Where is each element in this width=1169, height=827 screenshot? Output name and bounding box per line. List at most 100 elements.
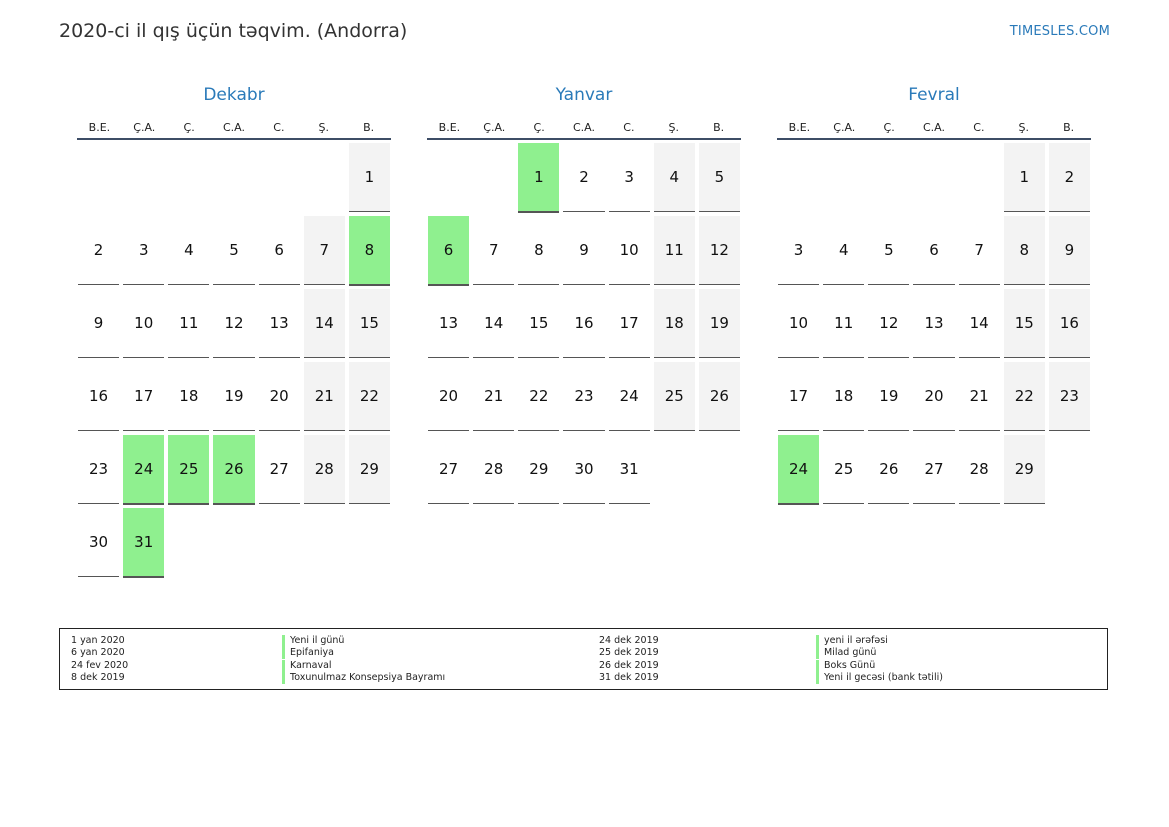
weekend-day-cell: 14 (303, 289, 345, 358)
legend-holiday-name: Toxunulmaz Konsepsiya Bayramı (282, 672, 445, 685)
weekday-label: Ç.A. (133, 121, 156, 134)
day-cell: 27 (913, 435, 955, 504)
weekday-label: B. (1063, 121, 1075, 134)
empty-cell (304, 508, 345, 576)
empty-cell (699, 435, 740, 503)
day-cell: 10 (778, 289, 820, 358)
weekday-label: Ç. (883, 121, 895, 134)
weekend-day-cell: 15 (1003, 289, 1045, 358)
empty-cell (959, 143, 1000, 211)
empty-cell (778, 143, 819, 211)
weekday-label: Ş. (318, 121, 329, 134)
week-row: 9 10 11 12 13 14 15 (76, 289, 392, 362)
day-cell: 30 (78, 508, 120, 577)
weekend-day-cell: 29 (348, 435, 390, 504)
day-cell: 3 (608, 143, 650, 212)
legend-date: 6 yan 2020 (71, 647, 125, 658)
legend-date: 31 dek 2019 (599, 672, 659, 683)
weekday-label: C. (973, 121, 985, 134)
day-cell: 14 (473, 289, 515, 358)
page-title: 2020-ci il qış üçün təqvim. (Andorra) (59, 20, 408, 42)
weekend-day-cell: 22 (1003, 362, 1045, 431)
day-cell: 28 (958, 435, 1000, 504)
day-cell: 21 (473, 362, 515, 431)
weekday-label: B.E. (438, 121, 461, 134)
day-cell: 20 (258, 362, 300, 431)
day-cell: 7 (958, 216, 1000, 285)
brand-link[interactable]: TIMESLES.COM (1009, 24, 1110, 39)
weekday-label: C.A. (223, 121, 246, 134)
day-cell: 5 (213, 216, 255, 285)
empty-cell (913, 143, 954, 211)
day-cell: 9 (78, 289, 120, 358)
day-grid: 1 2 3 4 5 6 7 8 9 10 11 12 13 14 15 16 17 18 19 20 21 22 23 24 2… (776, 143, 1092, 508)
day-cell: 20 (428, 362, 470, 431)
day-cell: 9 (563, 216, 605, 285)
day-cell: 29 (518, 435, 560, 504)
weekday-label: B.E. (788, 121, 811, 134)
day-cell: 16 (78, 362, 120, 431)
weekend-day-cell: 11 (653, 216, 695, 285)
week-row: 20 21 22 23 24 25 26 (426, 362, 742, 435)
holiday-legend: 1 yan 2020 Yeni il günü 6 yan 2020 Epifa… (59, 628, 1108, 690)
holiday-day-cell: 25 (168, 435, 210, 505)
legend-holiday-name: Milad günü (816, 647, 876, 660)
weekend-day-cell: 16 (1048, 289, 1090, 358)
weekend-day-cell: 1 (348, 143, 390, 212)
weekday-label: C.A. (923, 121, 946, 134)
weekend-day-cell: 28 (303, 435, 345, 504)
holiday-day-cell: 8 (348, 216, 390, 286)
holiday-day-cell: 24 (123, 435, 165, 505)
empty-cell (259, 143, 300, 211)
day-cell: 12 (868, 289, 910, 358)
holiday-day-cell: 6 (428, 216, 470, 286)
weekday-label: Ç.A. (833, 121, 856, 134)
day-cell: 19 (213, 362, 255, 431)
empty-cell (349, 508, 390, 576)
weekend-day-cell: 2 (1048, 143, 1090, 212)
day-cell: 16 (563, 289, 605, 358)
weekend-day-cell: 29 (1003, 435, 1045, 504)
day-grid: 1 2 3 4 5 6 7 8 9 10 11 12 13 14 15 16 17 18 19 20 21 22 23 24 2… (426, 143, 742, 508)
empty-cell (428, 143, 469, 211)
week-row: 17 18 19 20 21 22 23 (776, 362, 1092, 435)
holiday-day-cell: 26 (213, 435, 255, 505)
weekday-label: Ç. (533, 121, 545, 134)
weekend-day-cell: 21 (303, 362, 345, 431)
empty-cell (213, 508, 254, 576)
day-cell: 13 (913, 289, 955, 358)
week-row: 1 (76, 143, 392, 216)
legend-date: 8 dek 2019 (71, 672, 125, 683)
weekday-label: B. (713, 121, 725, 134)
day-cell: 27 (258, 435, 300, 504)
day-cell: 25 (823, 435, 865, 504)
week-row: 16 17 18 19 20 21 22 (76, 362, 392, 435)
legend-holiday-name: Karnaval (282, 660, 332, 673)
day-cell: 8 (518, 216, 560, 285)
day-cell: 5 (868, 216, 910, 285)
day-cell: 11 (168, 289, 210, 358)
weekday-label: B.E. (88, 121, 111, 134)
holiday-day-cell: 31 (123, 508, 165, 578)
day-cell: 26 (868, 435, 910, 504)
day-grid: 1 2 3 4 5 6 7 8 9 10 11 12 13 14 15 16 17 18 19 20 21 22 23 24 2… (76, 143, 392, 581)
legend-date: 26 dek 2019 (599, 660, 659, 671)
day-cell: 10 (608, 216, 650, 285)
day-cell: 23 (563, 362, 605, 431)
weekend-day-cell: 9 (1048, 216, 1090, 285)
day-cell: 20 (913, 362, 955, 431)
week-row: 10 11 12 13 14 15 16 (776, 289, 1092, 362)
day-cell: 6 (258, 216, 300, 285)
weekend-day-cell: 7 (303, 216, 345, 285)
day-cell: 23 (78, 435, 120, 504)
legend-holiday-name: Yeni il günü (282, 635, 344, 648)
day-cell: 17 (608, 289, 650, 358)
weekend-day-cell: 25 (653, 362, 695, 431)
day-cell: 30 (563, 435, 605, 504)
legend-date: 24 fev 2020 (71, 660, 129, 671)
legend-holiday-name: Boks Günü (816, 660, 875, 673)
legend-date: 25 dek 2019 (599, 647, 659, 658)
month-february: Fevral B.E. Ç.A. Ç. C.A. C. Ş. B. 1 2 3 4 5 6 7 8 9 10 11 1… (776, 84, 1092, 508)
